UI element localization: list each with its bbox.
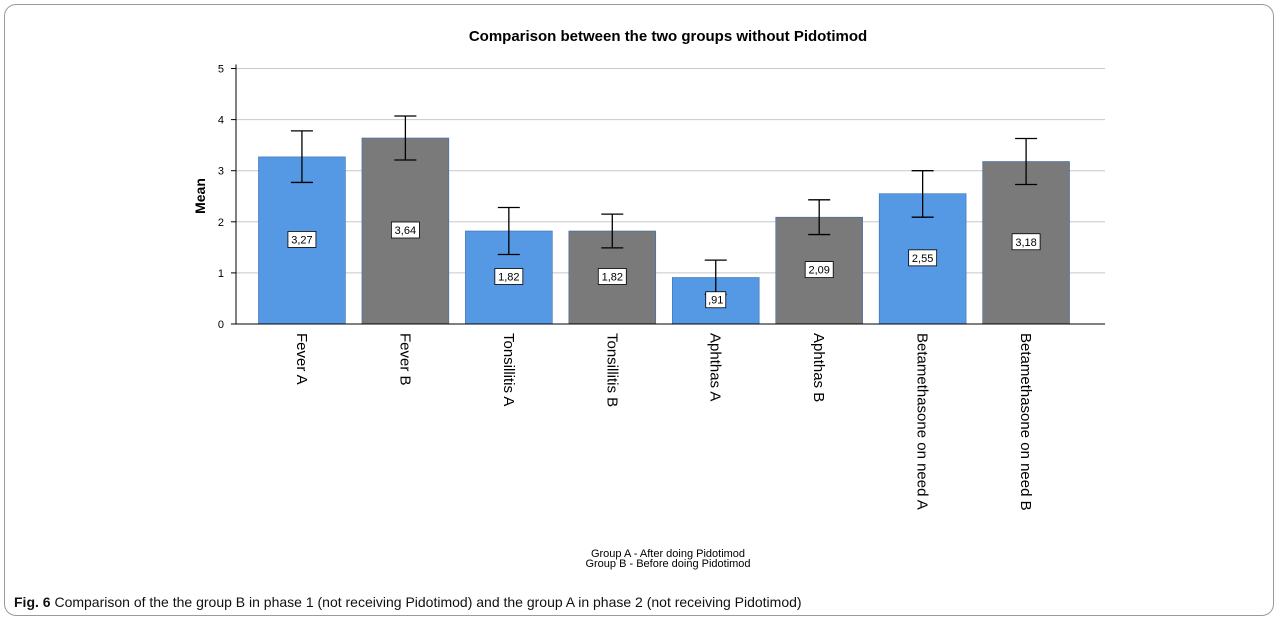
- x-category-label: Betamethasone on need A: [914, 333, 931, 510]
- data-label: 1,82: [498, 271, 519, 283]
- y-tick-label: 4: [218, 115, 224, 127]
- group-note: Group A - After doing Pidotimod: [591, 548, 745, 560]
- x-category-label: Tonsillitis A: [500, 333, 517, 406]
- bars: 3,27 3,64 1,82 1,82 ,91 2,09 2,55 3,18: [258, 115, 1070, 325]
- group-note: Group B - Before doing Pidotimod: [585, 558, 750, 570]
- x-category-label: Fever B: [396, 333, 413, 386]
- x-category-label: Tonsillitis B: [603, 333, 620, 407]
- data-label: 2,55: [912, 253, 933, 265]
- x-category-label: Aphthas B: [810, 333, 827, 402]
- data-label-box: [494, 268, 524, 285]
- data-label: 1,82: [602, 271, 623, 283]
- data-label: 3,27: [291, 234, 312, 246]
- caption-label: Fig. 6: [14, 594, 51, 610]
- y-axis-label: Mean: [192, 178, 208, 214]
- y-tick-label: 2: [218, 217, 224, 229]
- x-category-label: Aphthas A: [707, 333, 724, 401]
- x-category-label: Fever A: [293, 333, 310, 385]
- x-category-label: Betamethasone on need B: [1017, 333, 1034, 511]
- data-label: 3,18: [1015, 237, 1036, 249]
- figure-caption: Fig. 6 Comparison of the the group B in …: [14, 594, 802, 610]
- y-tick-label: 1: [218, 268, 224, 280]
- data-label-box: [705, 291, 727, 309]
- data-label: 2,09: [808, 265, 829, 277]
- y-tick-label: 0: [218, 319, 224, 331]
- data-label-box: [287, 231, 317, 248]
- data-label-box: [390, 221, 420, 239]
- data-label-box: [908, 249, 938, 267]
- y-tick-label: 3: [218, 166, 224, 178]
- chart-title: Comparison between the two groups withou…: [469, 28, 867, 45]
- data-label-box: [804, 261, 834, 279]
- axes: 0 1 2 3 4 5 Fever A Fever B Tonsillitis A Tonsill…: [218, 64, 1105, 511]
- data-label: ,91: [708, 295, 723, 307]
- data-label-box: [1011, 233, 1041, 251]
- data-label: 3,64: [395, 225, 416, 237]
- caption-text: Comparison of the the group B in phase 1…: [54, 594, 802, 610]
- data-label-box: [597, 268, 627, 285]
- y-tick-label: 5: [218, 64, 224, 76]
